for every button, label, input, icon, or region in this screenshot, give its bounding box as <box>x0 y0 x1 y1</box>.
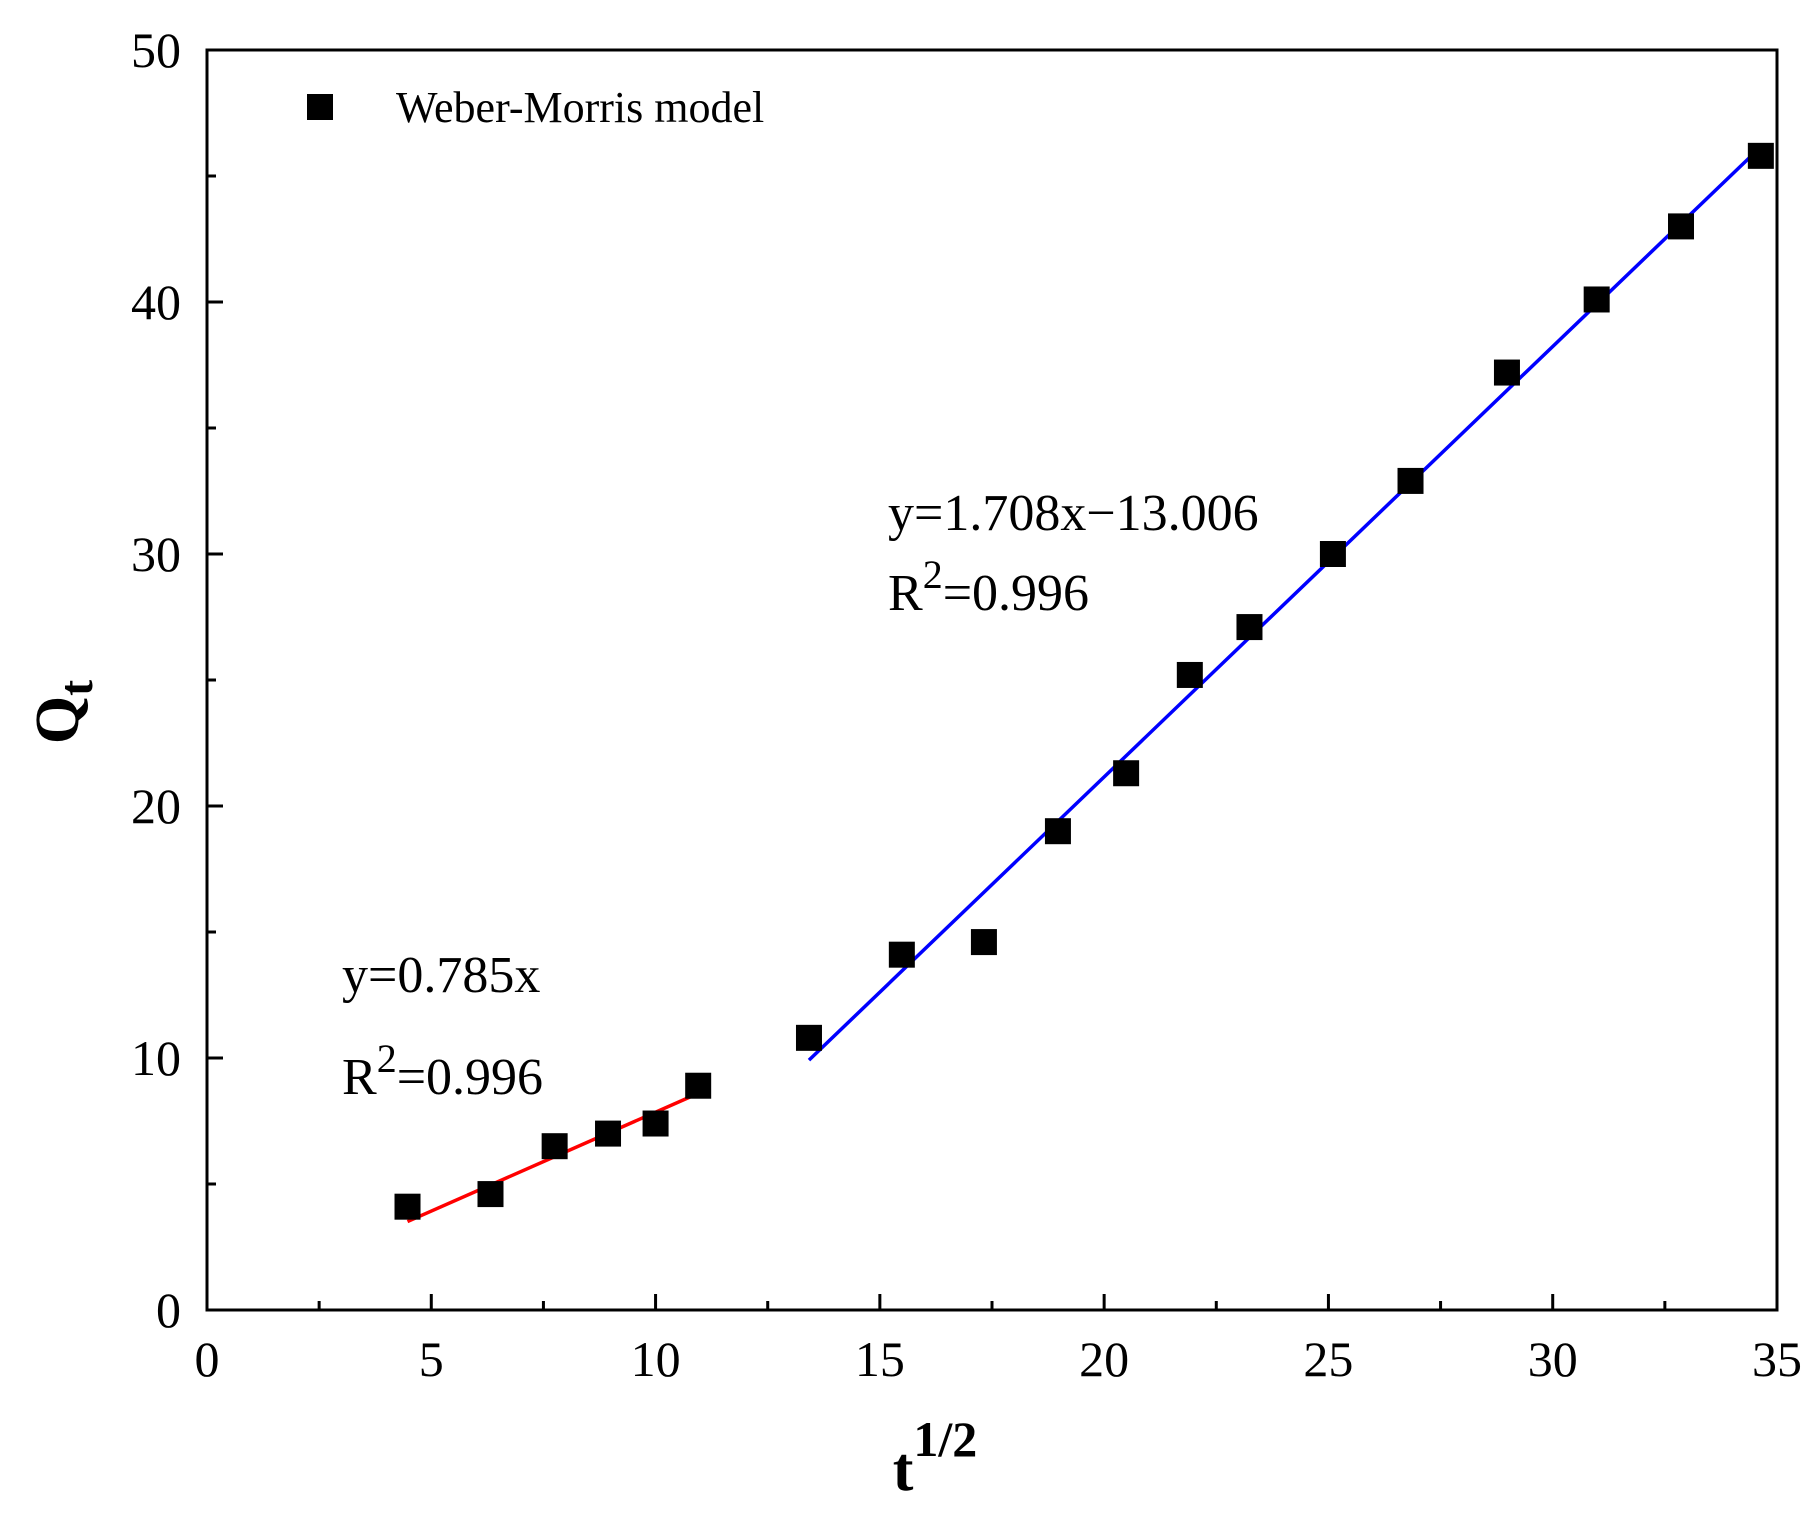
y-tick-label: 10 <box>131 1030 181 1086</box>
x-axis-title: t1/2 <box>893 1411 978 1504</box>
y-tick-label: 40 <box>131 274 181 330</box>
r2-stage-2-sup: 2 <box>923 552 943 597</box>
y-axis-title: Qt <box>24 680 103 744</box>
equation-stage-2: y=1.708x−13.006 <box>888 485 1259 542</box>
x-tick-label: 0 <box>195 1331 220 1387</box>
plot-frame <box>205 48 1779 1312</box>
equation-stage-1: y=0.785x <box>342 947 540 1004</box>
data-point <box>970 929 997 956</box>
r2-stage-1-prefix: R <box>342 1049 377 1106</box>
data-point <box>1044 818 1071 845</box>
x-axis-title-sup: 1/2 <box>913 1411 977 1467</box>
data-point <box>1583 286 1610 313</box>
x-tick-label: 5 <box>419 1331 444 1387</box>
data-point <box>1668 213 1695 240</box>
r2-stage-2-prefix: R <box>888 565 923 622</box>
x-tick-label: 15 <box>855 1331 905 1387</box>
data-point <box>1319 541 1346 567</box>
y-axis-title-main: Q <box>24 696 92 744</box>
legend: Weber-Morris model <box>307 83 764 132</box>
legend-marker <box>307 94 333 120</box>
data-point <box>541 1133 568 1160</box>
x-tick-label: 35 <box>1752 1331 1802 1387</box>
axes <box>205 48 1779 1312</box>
data-point <box>1113 760 1140 787</box>
x-tick-label: 10 <box>631 1331 681 1387</box>
data-point <box>477 1181 504 1208</box>
data-point <box>1236 614 1263 641</box>
x-tick-label: 30 <box>1528 1331 1578 1387</box>
x-tick-label: 20 <box>1079 1331 1129 1387</box>
r2-stage-1-value: =0.996 <box>397 1049 543 1106</box>
r2-stage-1-sup: 2 <box>377 1036 397 1081</box>
data-point <box>1493 359 1520 386</box>
y-tick-label: 20 <box>131 778 181 834</box>
x-axis-title-main: t <box>893 1436 914 1504</box>
r2-stage-2: R2=0.996 <box>888 552 1089 622</box>
fit-lines <box>406 145 1763 1224</box>
data-point <box>888 941 915 968</box>
data-point <box>595 1120 622 1147</box>
data-point <box>795 1024 822 1051</box>
data-point <box>394 1193 421 1220</box>
x-tick-label: 25 <box>1303 1331 1353 1387</box>
y-tick-label: 50 <box>131 22 181 78</box>
y-tick-label: 30 <box>131 526 181 582</box>
y-axis-title-sub: t <box>50 680 103 696</box>
ticks: 0 5 10 15 20 25 30 35 0 10 20 30 40 50 <box>131 22 1802 1387</box>
y-tick-label: 0 <box>156 1282 181 1338</box>
r2-stage-2-value: =0.996 <box>943 565 1089 622</box>
data-point <box>1176 661 1203 688</box>
r2-stage-1: R2=0.996 <box>342 1036 543 1106</box>
data-point <box>1397 467 1424 494</box>
annotation-stage-1: y=0.785x R2=0.996 <box>342 947 543 1106</box>
data-point <box>1747 142 1774 169</box>
annotation-stage-2: y=1.708x−13.006 R2=0.996 <box>888 485 1259 622</box>
legend-label: Weber-Morris model <box>396 83 764 132</box>
data-points <box>394 142 1774 1220</box>
data-point <box>685 1072 712 1099</box>
data-point <box>642 1110 669 1137</box>
